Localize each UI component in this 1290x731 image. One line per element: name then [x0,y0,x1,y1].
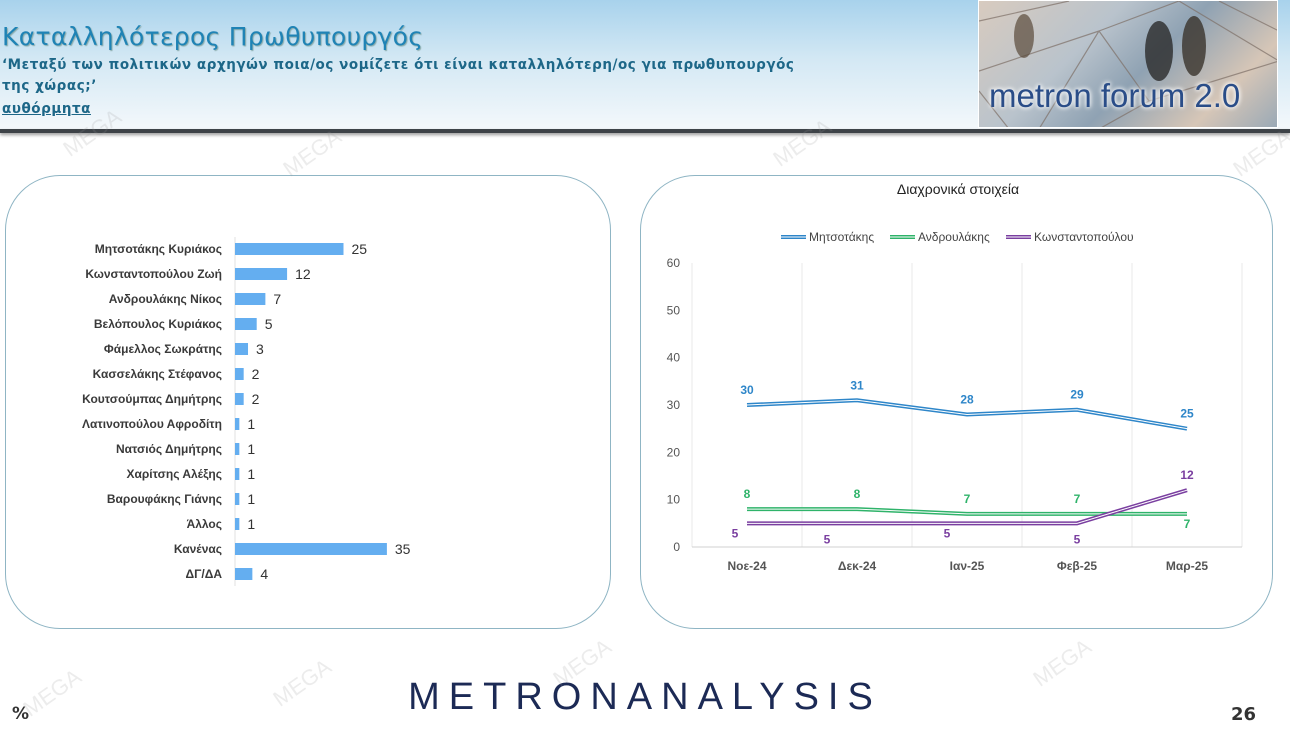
legend-label: Μητσοτάκης [809,230,874,244]
y-tick-label: 0 [673,540,680,554]
bar-category-label: Βαρουφάκης Γιάνης [107,492,222,506]
header-divider [0,129,1290,133]
bar-category-label: Άλλος [187,517,222,531]
data-label: 12 [1180,468,1194,482]
x-tick-label: Νοε-24 [727,559,766,573]
bar [235,393,244,405]
bar [235,318,257,330]
series-line-inner [746,399,1188,430]
legend-label: Κωνσταντοπούλου [1034,230,1134,244]
bar-category-label: Κανένας [174,542,222,556]
bar [235,518,240,530]
data-label: 7 [1184,517,1191,531]
data-label: 28 [960,392,974,406]
bar [235,243,344,255]
data-label: 31 [850,378,864,392]
bar-value-label: 1 [247,516,255,532]
bar-value-label: 3 [256,341,264,357]
bar-category-label: Νατσιός Δημήτρης [116,442,222,456]
y-tick-label: 40 [667,351,681,365]
bar-category-label: Βελόπουλος Κυριάκος [94,317,222,331]
line-chart-title: Διαχρονικά στοιχεία [897,181,1019,197]
bar-category-label: Λατινοπούλου Αφροδίτη [82,417,222,431]
data-label: 29 [1070,388,1084,402]
bar-value-label: 4 [260,566,268,582]
bar-value-label: 1 [247,491,255,507]
legend-label: Ανδρουλάκης [918,230,990,244]
metronanalysis-logo: METRONANALYSIS [408,676,882,718]
bar [235,468,240,480]
data-label: 5 [1074,532,1081,546]
bar-value-label: 25 [352,241,368,257]
unit-label: % [12,704,30,724]
series-line-inner [747,489,1188,524]
data-label: 5 [732,526,739,540]
question-text-line2: της χώρας;’ [2,78,97,94]
logo-photo-pattern [979,1,1277,127]
y-tick-label: 30 [667,398,681,412]
bar-category-label: Κασσελάκης Στέφανος [93,367,222,381]
bar [235,368,244,380]
x-tick-label: Φεβ-25 [1057,559,1098,573]
bar [235,568,253,580]
x-tick-label: Δεκ-24 [838,559,877,573]
bar [235,418,240,430]
y-tick-label: 50 [667,303,681,317]
question-text-line1: ‘Μεταξύ των πολιτικών αρχηγών ποια/ος νο… [2,57,795,73]
data-label: 5 [944,526,951,540]
bar-category-label: Μητσοτάκης Κυριάκος [95,242,222,256]
x-tick-label: Μαρ-25 [1166,559,1208,573]
slide-title: Καταλληλότερος Πρωθυπουργός [2,22,424,51]
x-tick-label: Ιαν-25 [950,559,985,573]
bar-category-label: Ανδρουλάκης Νίκος [109,292,222,306]
data-label: 30 [740,383,754,397]
bar-category-label: Χαρίτσης Αλέξης [127,467,223,481]
bar-value-label: 1 [247,441,255,457]
data-label: 8 [744,487,751,501]
bar [235,443,240,455]
data-label: 8 [854,487,861,501]
bar [235,268,288,280]
bar-category-label: Κουτσούμπας Δημήτρης [82,392,222,406]
line-chart-panel [640,175,1273,629]
y-tick-label: 10 [667,493,681,507]
data-label: 7 [1074,492,1081,506]
data-label: 5 [824,532,831,546]
bar-value-label: 35 [395,541,411,557]
data-label: 25 [1180,407,1194,421]
bar-value-label: 12 [295,266,311,282]
bar [235,543,387,555]
bar-category-label: Φάμελλος Σωκράτης [104,342,222,356]
metron-forum-logo: metron forum 2.0 [978,0,1278,128]
bar-value-label: 2 [252,366,260,382]
page-number: 26 [1231,704,1257,725]
bar-category-label: ΔΓ/ΔΑ [186,567,223,581]
bar-value-label: 5 [265,316,273,332]
bar-value-label: 2 [252,391,260,407]
data-label: 7 [964,492,971,506]
bar-value-label: 7 [273,291,281,307]
bar-value-label: 1 [247,466,255,482]
bar [235,493,240,505]
bar-value-label: 1 [247,416,255,432]
y-tick-label: 20 [667,445,681,459]
bar [235,343,249,355]
logo-text: metron forum 2.0 [989,77,1241,114]
line-chart: Διαχρονικά στοιχεία 0 10 20 30 40 50 60 Νοε-24 Δε… [667,181,1243,573]
bar [235,293,266,305]
bar-category-label: Κωνσταντοπούλου Ζωή [85,267,222,281]
y-tick-label: 60 [667,256,681,270]
spontaneous-note: αυθόρμητα [2,101,91,117]
